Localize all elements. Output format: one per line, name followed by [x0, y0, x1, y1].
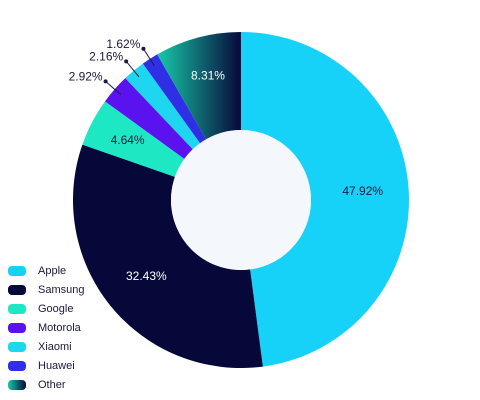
- slice-label: 47.92%: [342, 184, 383, 198]
- legend-label: Other: [38, 379, 66, 391]
- legend-label: Google: [38, 303, 73, 315]
- leader-line: [142, 48, 155, 66]
- legend-swatch: [8, 342, 26, 352]
- legend-swatch: [8, 323, 26, 333]
- donut-slice: [125, 63, 201, 150]
- slice-label: 32.43%: [126, 269, 167, 283]
- slice-label: 8.31%: [191, 69, 225, 83]
- leader-dot: [124, 59, 129, 64]
- slice-label: 1.62%: [106, 37, 140, 51]
- legend-label: Motorola: [38, 322, 82, 334]
- donut-slice: [105, 78, 193, 159]
- donut-slice: [157, 32, 241, 140]
- donut-slice: [82, 101, 185, 177]
- donut-hole: [171, 130, 311, 270]
- leader-line: [105, 81, 121, 95]
- slice-label: 2.16%: [89, 50, 123, 64]
- donut-slice: [241, 32, 410, 367]
- legend-swatch: [8, 304, 26, 314]
- leader-dot: [103, 79, 108, 84]
- legend-label: Samsung: [38, 284, 84, 296]
- legend-label: Xiaomi: [38, 341, 72, 353]
- donut-slice: [142, 54, 207, 144]
- donut-slice: [72, 144, 263, 368]
- legend-swatch: [8, 361, 26, 371]
- leader-dot: [141, 46, 146, 51]
- legend-swatch: [8, 380, 26, 390]
- legend-swatch: [8, 266, 26, 276]
- slice-label: 4.64%: [111, 133, 145, 147]
- legend-swatch: [8, 285, 26, 295]
- slice-label: 2.92%: [69, 70, 103, 84]
- legend-label: Huawei: [38, 360, 75, 372]
- legend-label: Apple: [38, 265, 66, 277]
- leader-line: [125, 61, 140, 78]
